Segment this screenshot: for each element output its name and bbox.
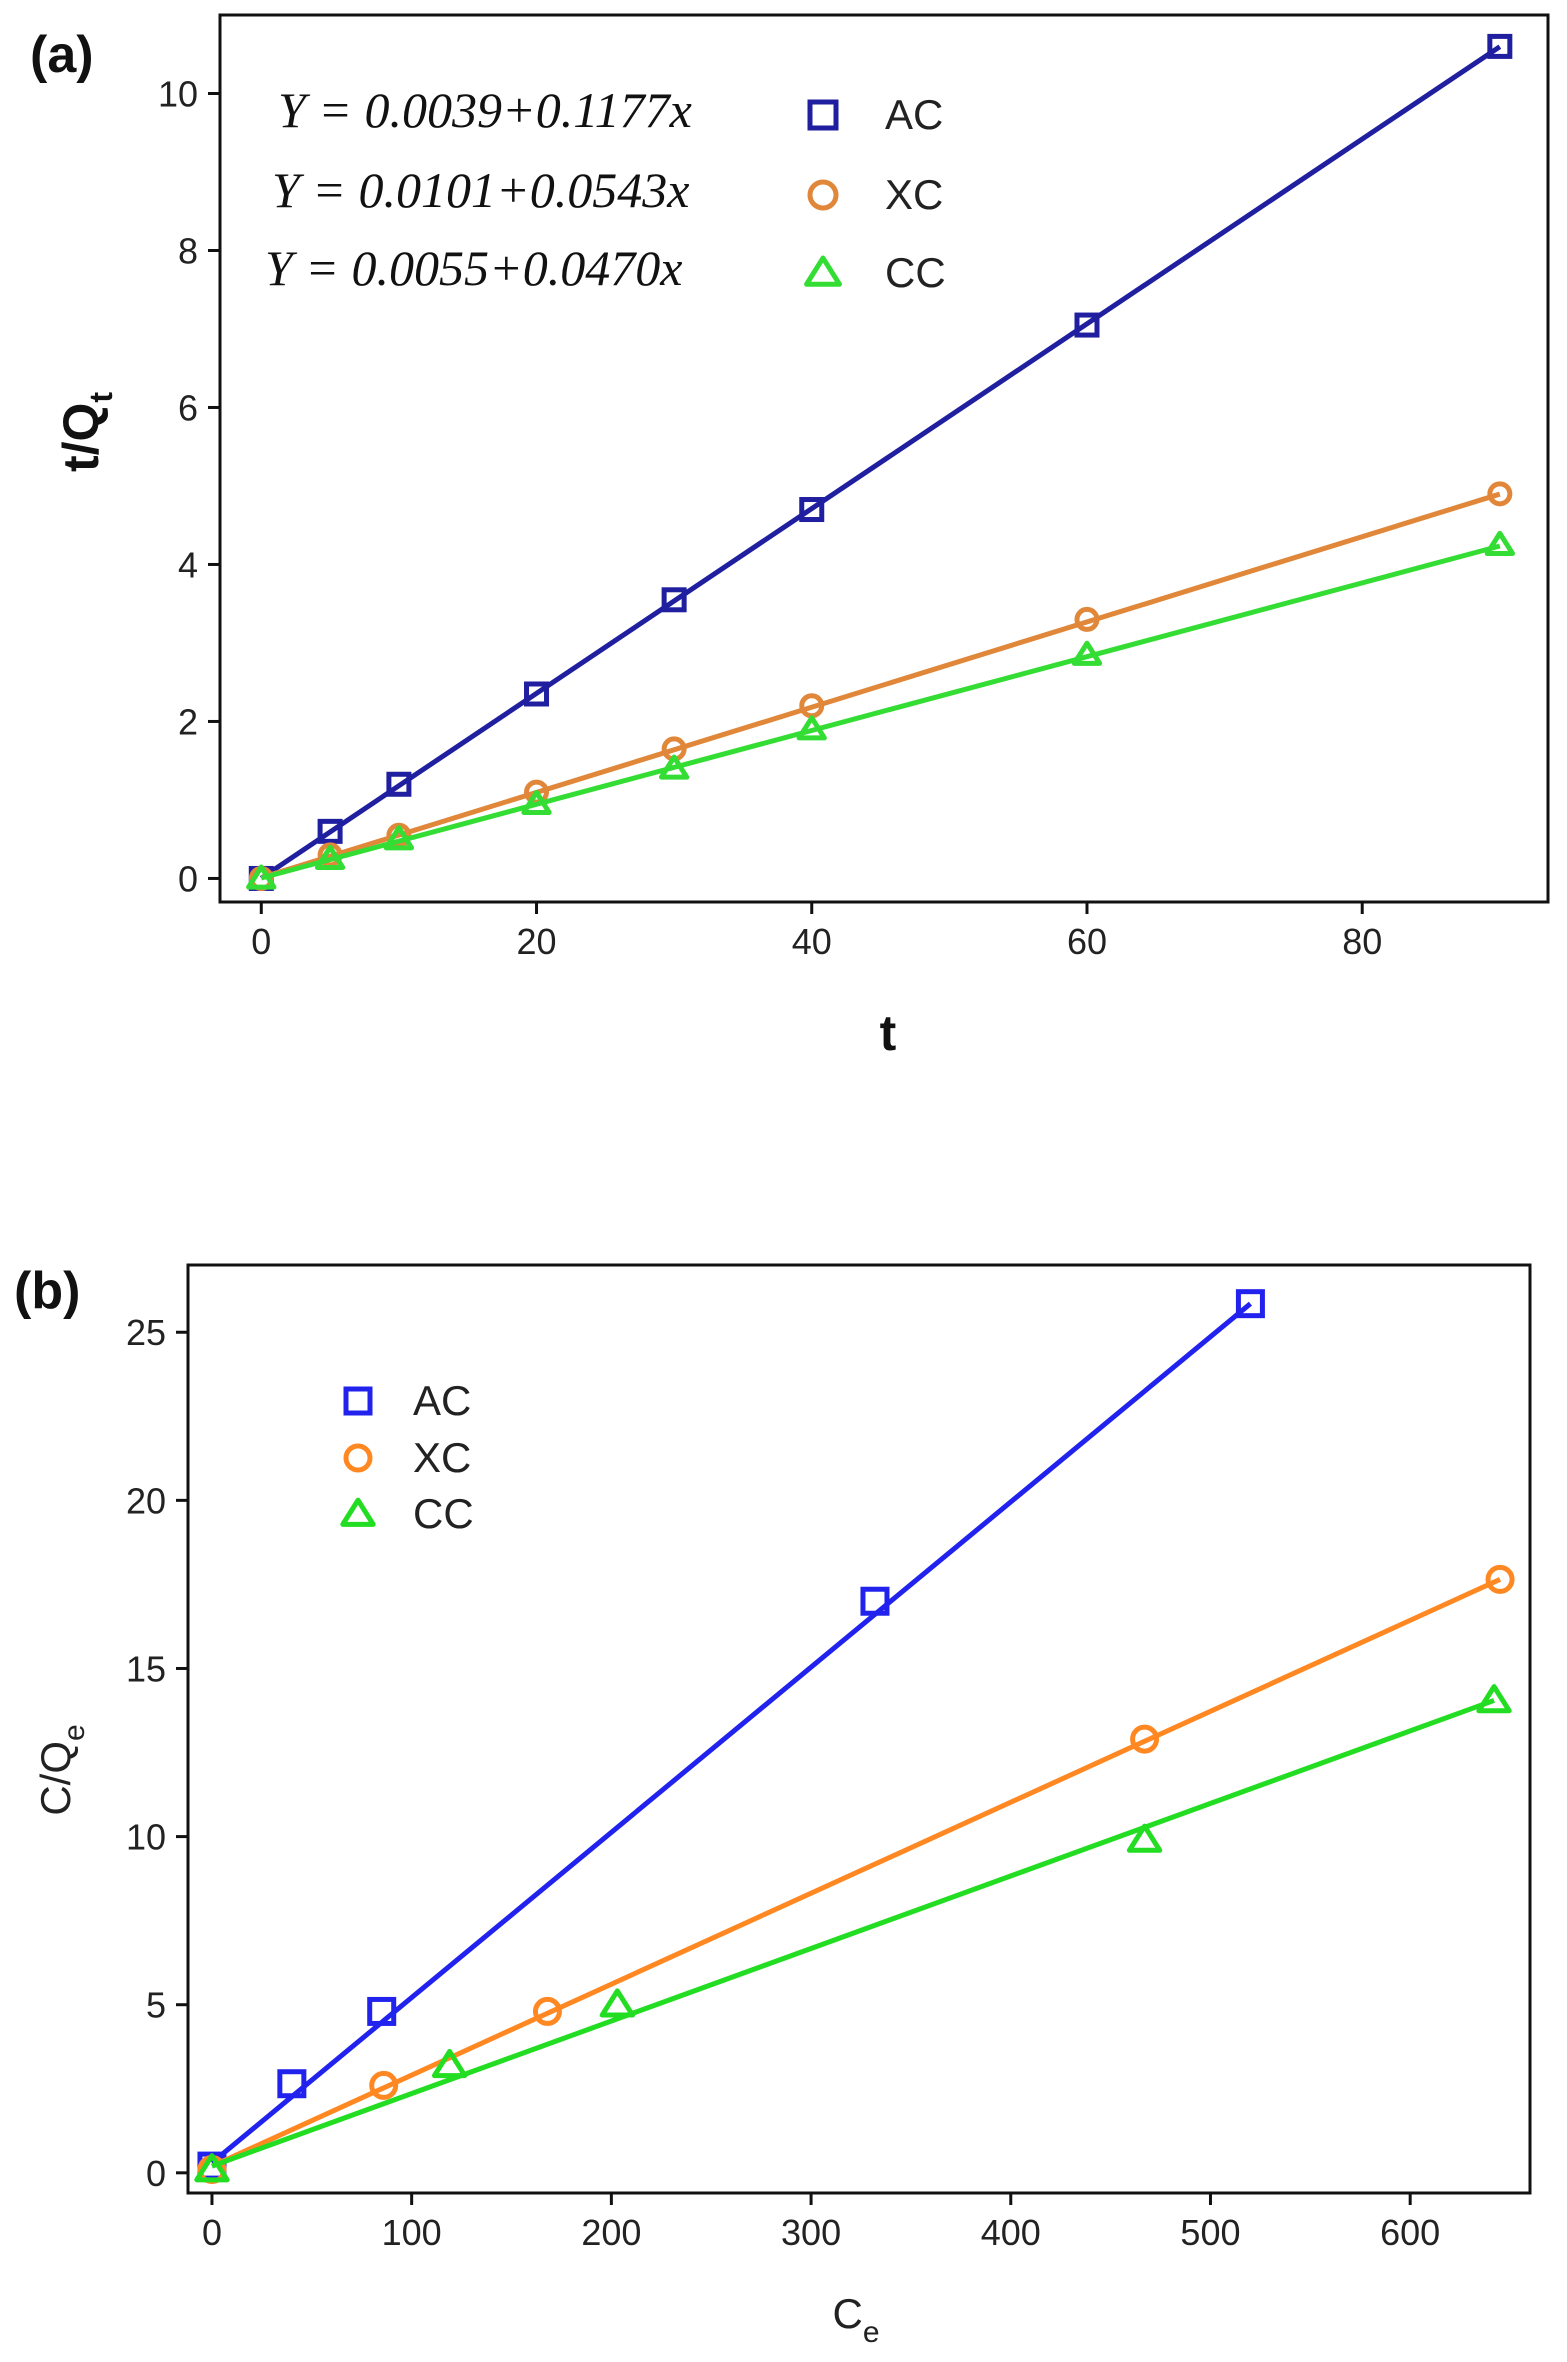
panel-b-legend-label-cc: CC — [413, 1490, 474, 1537]
panel-a-frame — [218, 13, 1550, 904]
panel-b-fit-line-xc — [210, 1577, 1502, 2169]
panel-b-y-axis-subscript: e — [58, 1724, 91, 1741]
svg-text:Ce: Ce — [832, 2290, 879, 2349]
panel-a-legend-label-xc: XC — [885, 171, 943, 218]
panel-b-y-tick-label: 0 — [146, 2153, 166, 2194]
panel-b-legend-marker-xc — [343, 1443, 373, 1473]
panel-b-fit-line-ac — [210, 1301, 1253, 2165]
panel-b-point-ac — [860, 1586, 890, 1616]
panel-a-label: (a) — [30, 26, 94, 84]
panel-b-x-tick-label: 300 — [781, 2212, 841, 2253]
panel-b-y-tick-label: 25 — [126, 1312, 166, 1353]
panel-b-x-axis-title: C — [832, 2290, 862, 2337]
panel-b-point-cc — [431, 2048, 468, 2079]
panel-b-legend-label-xc: XC — [413, 1434, 471, 1481]
panel-b-x-tick-label: 200 — [581, 2212, 641, 2253]
panel-b-y-tick-label: 5 — [146, 1985, 166, 2026]
panel-b-x-tick-label: 0 — [202, 2212, 222, 2253]
panel-b-y-tick-label: 10 — [126, 1817, 166, 1858]
panel-a-x-tick-label: 20 — [516, 921, 556, 962]
panel-a-x-tick-label: 0 — [251, 921, 271, 962]
panel-a-point-ac — [524, 681, 550, 707]
panel-b-x-axis-subscript: e — [863, 2316, 880, 2349]
panel-a-point-cc — [314, 844, 346, 870]
panel-b-point-cc — [194, 2153, 230, 2183]
panel-a-point-ac — [661, 587, 687, 613]
panel-a-legend-label-ac: AC — [885, 91, 943, 138]
panel-a-x-axis-title: t — [880, 1005, 897, 1061]
panel-a-equation-cc: Y = 0.0055+0.0470x — [265, 240, 682, 296]
panel-b-x-tick-label: 400 — [981, 2212, 1041, 2253]
panel-a-y-tick-label: 8 — [178, 230, 198, 271]
panel-b-point-ac — [367, 1996, 397, 2026]
panel-a-equation-ac: Y = 0.0039+0.1177x — [278, 82, 692, 138]
panel-b-point-xc — [532, 1996, 562, 2026]
panel-b-point-xc — [369, 2070, 399, 2100]
panel-a-legend-marker-xc — [807, 179, 839, 211]
panel-a-y-tick-label: 0 — [178, 858, 198, 899]
panel-a-y-tick-label: 2 — [178, 701, 198, 742]
panel-a-legend-marker-cc — [804, 255, 842, 287]
panel-a-legend-label-cc: CC — [885, 249, 946, 296]
panel-a-y-tick-label: 10 — [158, 73, 198, 114]
panel-a-y-tick-label: 4 — [178, 544, 198, 585]
panel-a-point-xc — [1487, 481, 1513, 507]
panel-b-legend-marker-ac — [343, 1386, 373, 1416]
panel-a-point-cc — [658, 754, 690, 780]
panel-b-y-axis-title-group: C/Qe — [32, 1724, 91, 1815]
panel-a-fit-line-ac — [259, 44, 1502, 881]
panel-b-x-tick-label: 500 — [1180, 2212, 1240, 2253]
panel-b-legend-label-ac: AC — [413, 1377, 471, 1424]
panel-a-x-tick-label: 80 — [1342, 921, 1382, 962]
panel-b-frame — [186, 1263, 1532, 2195]
panel-a-point-cc — [246, 864, 277, 890]
panel-a-legend-marker-ac — [807, 99, 839, 131]
panel-b-point-cc — [1476, 1684, 1512, 1714]
panel-b-plot: 0 100 200 300 400 500 600 0 5 10 15 20 25 AC XC CC — [126, 1263, 1532, 2253]
panel-a-point-cc — [521, 789, 552, 816]
panel-b-point-cc — [1126, 1823, 1163, 1853]
panel-a-y-tick-label: 6 — [178, 387, 198, 428]
svg-text:t/Qt: t/Qt — [53, 392, 119, 472]
panel-a-x-tick-label: 60 — [1067, 921, 1107, 962]
panel-b-point-xc — [1130, 1724, 1160, 1754]
panel-a-y-axis-title-group: t/Qt — [53, 392, 119, 472]
panel-a-y-axis-title: t/Q — [53, 403, 109, 472]
panel-b-y-tick-label: 15 — [126, 1648, 166, 1689]
panel-a-equation-xc: Y = 0.0101+0.0543x — [272, 162, 689, 218]
panel-a-point-ac — [1074, 312, 1100, 338]
panel-b-legend-marker-cc — [340, 1497, 376, 1527]
panel-b-label: (b) — [14, 1262, 80, 1320]
panel-b-point-ac — [1235, 1289, 1265, 1319]
panel-a-fit-line-xc — [260, 491, 1501, 881]
panel-a-point-cc — [383, 825, 415, 851]
svg-text:C/Qe: C/Qe — [32, 1724, 91, 1815]
panel-a-y-axis-subscript: t — [83, 392, 119, 403]
panel-b-point-cc — [599, 1988, 636, 2018]
panel-a-point-xc — [1074, 606, 1100, 632]
panel-a-x-tick-label: 40 — [792, 921, 832, 962]
panel-a-point-ac — [1487, 33, 1513, 59]
panel-b-x-tick-label: 100 — [382, 2212, 442, 2253]
panel-a-point-ac — [799, 497, 825, 523]
panel-b-point-ac — [277, 2069, 307, 2099]
panel-b-y-tick-label: 20 — [126, 1480, 166, 1521]
panel-a-point-ac — [386, 771, 412, 797]
panel-a-point-cc — [1484, 530, 1515, 556]
panel-a-point-cc — [796, 715, 827, 741]
panel-a-point-cc — [1071, 640, 1103, 666]
panel-a-point-ac — [317, 818, 343, 844]
panel-a-fit-line-cc — [260, 543, 1501, 881]
panel-b-x-tick-label: 600 — [1380, 2212, 1440, 2253]
panel-b-y-axis-title: C/Q — [32, 1741, 79, 1816]
panel-b-point-xc — [1485, 1564, 1515, 1594]
panel-a-plot: 0 20 40 60 80 0 2 4 6 8 10 AC XC CC Y = 0.0039+0.1177x… — [158, 13, 1550, 962]
panel-b-fit-line-cc — [211, 1698, 1495, 2169]
